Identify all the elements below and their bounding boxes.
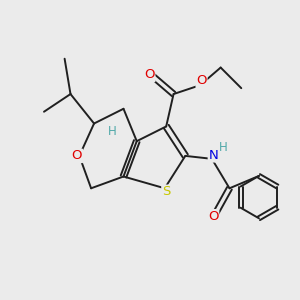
Text: N: N (208, 149, 218, 162)
Text: H: H (108, 125, 117, 138)
Text: H: H (219, 141, 228, 154)
Text: O: O (72, 149, 82, 162)
Text: O: O (144, 68, 155, 81)
Text: S: S (162, 185, 170, 198)
Text: O: O (208, 210, 219, 223)
Text: O: O (196, 74, 207, 87)
